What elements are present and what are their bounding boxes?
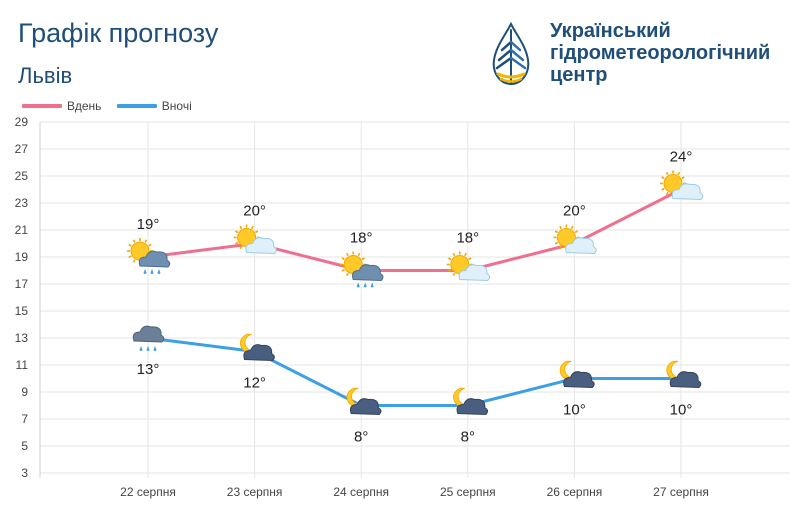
legend-swatch-day: [22, 104, 62, 108]
y-tick-label: 27: [15, 142, 29, 156]
x-tick-label: 25 серпня: [440, 485, 496, 499]
day-temp-label: 24°: [670, 149, 693, 166]
y-tick-label: 29: [15, 115, 29, 129]
night-series-line: [147, 336, 681, 407]
org-name: Український гідрометеорологічний центр: [550, 20, 771, 86]
x-tick-label: 23 серпня: [227, 485, 283, 499]
y-tick-label: 23: [15, 196, 29, 210]
night-temp-label: 13°: [137, 361, 160, 378]
day-series-line: [147, 188, 682, 272]
y-tick-label: 11: [16, 358, 29, 372]
y-tick-label: 3: [21, 466, 28, 480]
city-name: Львів: [18, 63, 73, 88]
moon-cloud-icon: [346, 387, 382, 416]
sun-cloud-rain-icon: [340, 251, 384, 288]
day-temp-label: 20°: [243, 203, 266, 220]
sun-cloud-rain-icon: [127, 238, 171, 275]
legend-label-night: Вночі: [161, 99, 192, 113]
sun-cloud-icon: [233, 224, 277, 255]
hydromet-logo-icon: [492, 21, 530, 86]
moon-cloud-icon: [559, 360, 595, 389]
y-tick-label: 19: [15, 250, 29, 264]
legend-label-day: Вдень: [67, 99, 102, 113]
moon-cloud-icon: [666, 360, 702, 389]
day-temp-label: 19°: [137, 216, 160, 233]
night-temp-label: 10°: [563, 402, 586, 419]
sun-cloud-icon: [660, 170, 704, 201]
night-temp-label: 12°: [243, 375, 266, 392]
y-tick-label: 15: [15, 304, 29, 318]
x-tick-label: 24 серпня: [333, 485, 389, 499]
y-tick-label: 7: [21, 412, 28, 426]
cloud-rain-icon: [132, 325, 165, 352]
night-temp-label: 8°: [461, 429, 475, 446]
chart-legend: Вдень Вночі: [22, 97, 204, 113]
page-title: Графік прогнозу: [18, 18, 219, 48]
x-tick-label: 22 серпня: [120, 485, 176, 499]
moon-cloud-icon: [453, 387, 489, 416]
night-temp-label: 10°: [670, 402, 693, 419]
y-tick-label: 5: [21, 439, 28, 453]
y-tick-label: 17: [15, 277, 29, 291]
y-tick-label: 13: [15, 331, 29, 345]
legend-item-night[interactable]: Вночі: [116, 99, 192, 113]
legend-swatch-night: [116, 104, 157, 108]
y-tick-label: 21: [15, 223, 29, 237]
sun-cloud-icon: [446, 251, 491, 282]
y-tick-label: 9: [21, 385, 28, 399]
sun-cloud-icon: [553, 224, 597, 255]
legend-item-day[interactable]: Вдень: [22, 99, 101, 113]
x-tick-label: 27 серпня: [653, 485, 709, 499]
day-temp-label: 18°: [350, 230, 373, 247]
moon-cloud-icon: [239, 333, 275, 362]
x-tick-label: 26 серпня: [547, 485, 603, 499]
day-temp-label: 20°: [563, 203, 586, 220]
day-temp-label: 18°: [456, 230, 479, 247]
night-temp-label: 8°: [354, 429, 368, 446]
y-tick-label: 25: [15, 169, 29, 183]
